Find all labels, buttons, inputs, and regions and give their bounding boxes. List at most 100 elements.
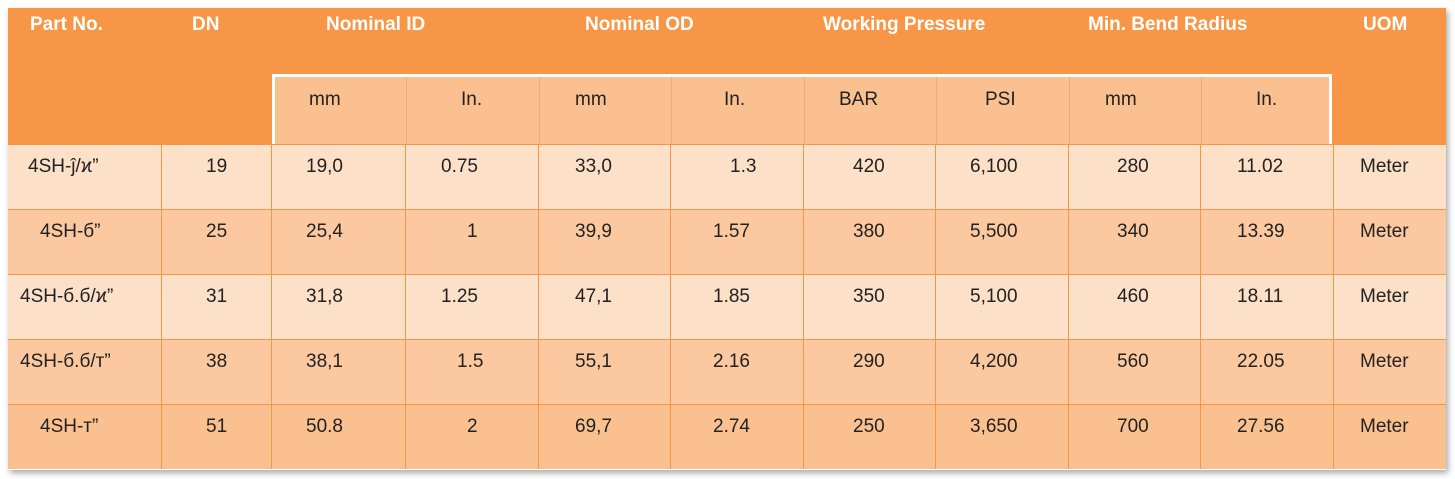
cell-br-mm: 340: [1069, 210, 1201, 274]
cell-br-mm: 700: [1069, 405, 1201, 469]
cell-br-in: 27.56: [1201, 405, 1334, 469]
cell-dn: 31: [162, 275, 272, 339]
subheader-row: mm In. mm In. BAR PSI mm In.: [272, 74, 1332, 144]
id-in-value: 0.75: [441, 156, 478, 177]
br-in-value: 13.39: [1237, 221, 1285, 242]
id-in-value: 1: [467, 221, 478, 242]
id-in-value: 2: [467, 416, 478, 437]
subheader-cell: PSI: [937, 77, 1070, 144]
cell-bar: 290: [804, 340, 936, 404]
cell-dn: 51: [162, 405, 272, 469]
header-nominal-id: Nominal ID: [326, 14, 426, 35]
id-mm-value: 31,8: [306, 286, 343, 307]
dn-value: 19: [206, 156, 228, 177]
cell-id-mm: 50.8: [272, 405, 406, 469]
subheader-od-in: In.: [724, 89, 746, 110]
id-mm-value: 50.8: [306, 416, 343, 437]
subheader-bar: BAR: [839, 89, 879, 110]
br-mm-value: 340: [1117, 221, 1149, 242]
subheader-id-in: In.: [461, 89, 483, 110]
cell-psi: 5,500: [936, 210, 1069, 274]
cell-psi: 4,200: [936, 340, 1069, 404]
header-working-pressure: Working Pressure: [823, 14, 986, 35]
cell-br-in: 11.02: [1201, 145, 1334, 209]
part-number: 4SH-ĵ/ϰ”: [28, 156, 99, 177]
cell-id-in: 0.75: [406, 145, 539, 209]
cell-part: 4SH-т”: [8, 405, 162, 469]
cell-id-mm: 31,8: [272, 275, 406, 339]
cell-od-in: 1.3: [671, 145, 804, 209]
cell-part: 4SH-б.б/т”: [8, 340, 162, 404]
id-in-value: 1.5: [457, 351, 484, 372]
subheader-cell: In.: [672, 77, 805, 144]
table-row: 4SH-т” 51 50.8 2 69,7 2.74 250 3,650 700…: [8, 404, 1446, 469]
od-mm-value: 33,0: [575, 156, 612, 177]
id-mm-value: 38,1: [306, 351, 343, 372]
psi-value: 6,100: [970, 156, 1018, 177]
cell-psi: 3,650: [936, 405, 1069, 469]
uom-value: Meter: [1360, 221, 1409, 242]
bar-value: 350: [853, 286, 885, 307]
od-in-value: 2.16: [713, 351, 750, 372]
cell-id-in: 1.25: [406, 275, 539, 339]
cell-uom: Meter: [1334, 145, 1446, 209]
cell-od-mm: 69,7: [539, 405, 671, 469]
uom-value: Meter: [1360, 351, 1409, 372]
header-dn: DN: [192, 14, 220, 35]
dn-value: 38: [206, 351, 228, 372]
bar-value: 380: [853, 221, 885, 242]
id-mm-value: 25,4: [306, 221, 343, 242]
header-min-bend-radius: Min. Bend Radius: [1088, 14, 1248, 35]
br-mm-value: 700: [1117, 416, 1149, 437]
subheader-od-mm: mm: [575, 89, 607, 110]
od-mm-value: 69,7: [575, 416, 612, 437]
id-in-value: 1.25: [441, 286, 478, 307]
cell-od-mm: 55,1: [539, 340, 671, 404]
table-body: 4SH-ĵ/ϰ” 19 19,0 0.75 33,0 1.3 420 6,100…: [8, 144, 1446, 469]
cell-dn: 38: [162, 340, 272, 404]
subheader-cell: mm: [1070, 77, 1202, 144]
cell-id-mm: 19,0: [272, 145, 406, 209]
part-number: 4SH-б.б/ϰ”: [20, 286, 114, 307]
cell-bar: 380: [804, 210, 936, 274]
cell-od-in: 1.85: [671, 275, 804, 339]
br-mm-value: 280: [1117, 156, 1149, 177]
cell-id-mm: 25,4: [272, 210, 406, 274]
cell-bar: 420: [804, 145, 936, 209]
bar-value: 250: [853, 416, 885, 437]
table-row: 4SH-б.б/т” 38 38,1 1.5 55,1 2.16 290 4,2…: [8, 339, 1446, 404]
od-mm-value: 39,9: [575, 221, 612, 242]
cell-od-in: 2.16: [671, 340, 804, 404]
cell-psi: 5,100: [936, 275, 1069, 339]
cell-br-mm: 280: [1069, 145, 1201, 209]
cell-dn: 19: [162, 145, 272, 209]
od-in-value: 1.3: [730, 156, 757, 177]
cell-br-in: 22.05: [1201, 340, 1334, 404]
cell-psi: 6,100: [936, 145, 1069, 209]
uom-value: Meter: [1360, 416, 1409, 437]
br-in-value: 27.56: [1237, 416, 1285, 437]
subheader-cell: In.: [407, 77, 540, 144]
subheader-br-mm: mm: [1105, 89, 1137, 110]
cell-uom: Meter: [1334, 275, 1446, 339]
cell-bar: 350: [804, 275, 936, 339]
br-mm-value: 460: [1117, 286, 1149, 307]
table-header: Part No. DN Nominal ID Nominal OD Workin…: [8, 8, 1446, 144]
cell-od-mm: 47,1: [539, 275, 671, 339]
cell-od-in: 1.57: [671, 210, 804, 274]
bar-value: 420: [853, 156, 885, 177]
dn-value: 51: [206, 416, 228, 437]
cell-br-in: 13.39: [1201, 210, 1334, 274]
part-number: 4SH-б”: [40, 221, 101, 242]
br-mm-value: 560: [1117, 351, 1149, 372]
cell-uom: Meter: [1334, 210, 1446, 274]
part-number: 4SH-т”: [40, 416, 99, 437]
dn-value: 31: [206, 286, 228, 307]
od-mm-value: 47,1: [575, 286, 612, 307]
subheader-br-in: In.: [1256, 89, 1278, 110]
uom-value: Meter: [1360, 286, 1409, 307]
cell-dn: 25: [162, 210, 272, 274]
table-row: 4SH-б.б/ϰ” 31 31,8 1.25 47,1 1.85 350 5,…: [8, 274, 1446, 339]
subheader-cell: mm: [540, 77, 672, 144]
cell-br-in: 18.11: [1201, 275, 1334, 339]
